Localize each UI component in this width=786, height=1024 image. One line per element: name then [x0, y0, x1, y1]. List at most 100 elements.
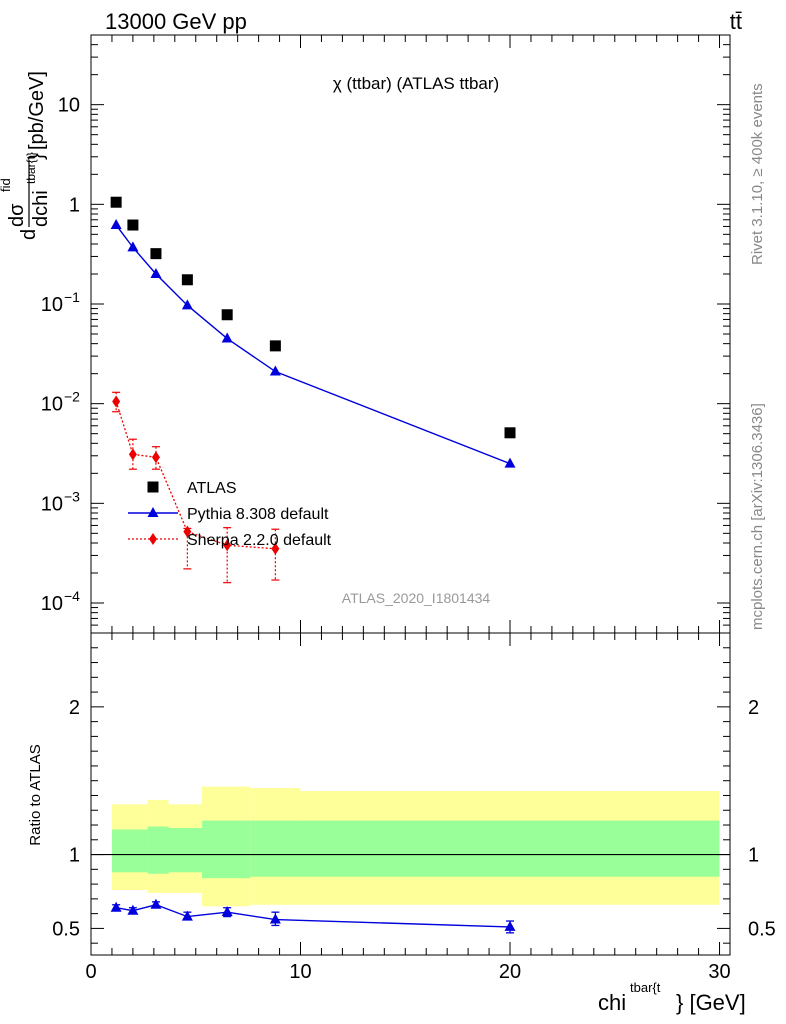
pythia-point [504, 457, 516, 468]
atlas-point [127, 219, 139, 231]
main-data-layer [110, 196, 516, 584]
ratio-band-inner [111, 829, 148, 873]
ratio-y-tick-label-right: 2 [748, 697, 759, 719]
ratio-data-layer [110, 898, 516, 934]
xlabel-tail: } [GeV] [676, 990, 746, 1015]
main-y-axis-label: d dσ fid dchi tbar{t} } [pb/GeV] [0, 71, 52, 240]
legend-label: Sherpa 2.2.0 default [187, 532, 332, 549]
ratio-y-tick-label-right: 1 [748, 845, 759, 867]
ratio-plot-frame [90, 632, 731, 956]
pythia-point [269, 365, 281, 376]
xlabel-main: chi [598, 990, 626, 1015]
y-tick-exponent: −4 [64, 588, 80, 604]
svg-text:[pb/GeV]: [pb/GeV] [26, 71, 48, 150]
sherpa-point [183, 525, 192, 538]
ratio-band-inner [250, 820, 301, 877]
svg-text:dσ: dσ [6, 203, 28, 227]
sherpa-point [151, 451, 160, 464]
x-tick-label: 0 [85, 961, 96, 983]
energy-label: 13000 GeV pp [105, 9, 247, 34]
y-tick-label: 10 [41, 493, 63, 515]
ratio-pythia-point [181, 910, 193, 921]
y-tick-exponent: −1 [64, 289, 80, 305]
y-tick-label: 10 [41, 593, 63, 615]
ratio-axis-ticks: 0.5 0.51 12 20 10 20 30 [52, 633, 776, 983]
legend-label: Pythia 8.308 default [187, 506, 329, 523]
ratio-y-axis-label: Ratio to ATLAS [27, 744, 44, 845]
ratio-plot-panel: 0.5 0.51 12 20 10 20 30 [52, 632, 776, 983]
ratio-y-tick-label-right: 0.5 [748, 918, 776, 940]
legend: ATLAS Pythia 8.308 default Sherpa 2.2.0 de… [128, 480, 332, 549]
atlas-point [504, 427, 516, 439]
atlas-point [181, 274, 193, 286]
ratio-band-inner [147, 826, 169, 874]
pythia-point [110, 219, 122, 230]
legend-marker-sherpa [149, 533, 157, 545]
mcplots-label: mcplots.cern.ch [arXiv:1306.3436] [749, 403, 766, 630]
ratio-pythia-line [116, 904, 511, 928]
ratio-pythia-point [110, 901, 122, 912]
pythia-point [127, 241, 139, 252]
ylabel-fid: fid [0, 178, 13, 192]
svg-text:chi: chi [598, 990, 626, 1015]
svg-text:d: d [18, 229, 40, 240]
ratio-pythia-point [221, 906, 233, 917]
xlabel-sup: tbar{t [630, 980, 661, 995]
svg-text:fid: fid [0, 178, 13, 192]
ratio-pythia-point [127, 904, 139, 915]
main-plot-title: χ (ttbar) (ATLAS ttbar) [333, 74, 499, 93]
svg-text:tbar{t}: tbar{t} [24, 152, 38, 184]
ratio-band-inner [202, 820, 251, 879]
svg-text:dchi: dchi [30, 190, 52, 227]
pythia-point [181, 299, 193, 310]
legend-marker-pythia [147, 507, 159, 517]
ylabel-num: dσ [6, 203, 28, 227]
sherpa-point [128, 448, 137, 461]
legend-label: ATLAS [187, 480, 237, 497]
ratio-band-inner [168, 827, 203, 873]
svg-text:} [GeV]: } [GeV] [676, 990, 746, 1015]
pythia-point [221, 332, 233, 343]
x-tick-label: 30 [708, 961, 730, 983]
pythia-line [115, 224, 511, 465]
atlas-point [221, 309, 233, 321]
atlas-point [269, 340, 281, 352]
ratio-y-tick-label-left: 1 [69, 845, 80, 867]
legend-marker-atlas [147, 481, 159, 493]
sherpa-line [115, 401, 276, 550]
process-label: tt̄ [730, 9, 742, 34]
ratio-pythia-point [504, 920, 516, 931]
sherpa-point [223, 539, 232, 552]
y-tick-label: 1 [69, 194, 80, 216]
ratio-y-tick-label-left: 0.5 [52, 918, 80, 940]
sherpa-point [112, 395, 121, 408]
ylabel-unit: [pb/GeV] [26, 71, 48, 150]
ratio-y-tick-label-left: 2 [69, 697, 80, 719]
rivet-version-label: Rivet 3.1.10, ≥ 400k events [749, 83, 766, 265]
x-tick-label: 20 [499, 961, 521, 983]
ratio-uncertainty-bands [91, 786, 730, 907]
svg-text:}: } [26, 153, 48, 160]
ylabel-den-sup: tbar{t} [24, 152, 38, 184]
svg-text:tbar{t: tbar{t [630, 980, 661, 995]
x-tick-label: 10 [289, 961, 311, 983]
pythia-point [150, 267, 162, 278]
y-tick-label: 10 [41, 394, 63, 416]
ratio-pythia-point [150, 898, 162, 909]
y-tick-label: 10 [41, 294, 63, 316]
y-tick-exponent: −2 [64, 389, 80, 405]
ylabel-close: } [26, 153, 48, 160]
atlas-point [150, 248, 162, 260]
ratio-band-inner [300, 820, 720, 877]
ylabel-den: dchi [30, 190, 52, 227]
ylabel-d: d [18, 229, 40, 240]
y-tick-exponent: −3 [64, 488, 80, 504]
ratio-pythia-point [269, 913, 281, 924]
y-tick-label: 10 [58, 95, 80, 117]
atlas-point [110, 196, 122, 208]
x-axis-label: chi tbar{t } [GeV] [598, 980, 746, 1015]
analysis-watermark: ATLAS_2020_I1801434 [342, 590, 491, 606]
